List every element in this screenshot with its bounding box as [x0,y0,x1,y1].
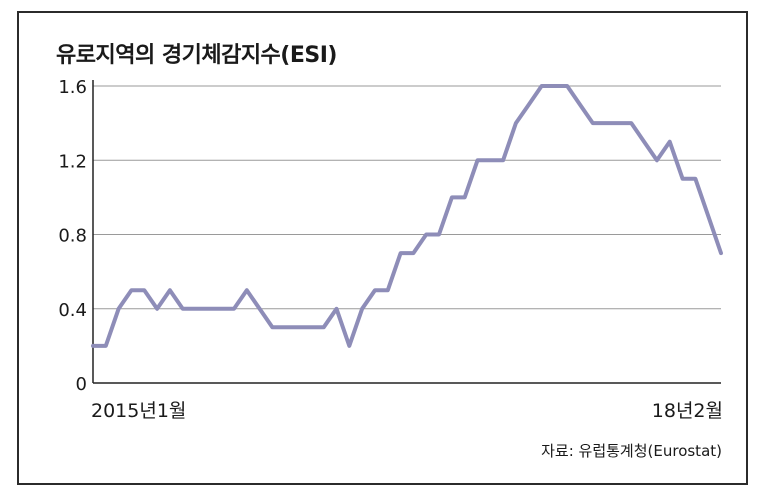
y-tick-label: 0 [76,374,87,395]
tick-labels: 0 0.4 0.8 1.2 1.6 2015년1월 18년2월 [58,77,723,422]
y-tick-label: 1.2 [58,151,87,172]
x-tick-label-start: 2015년1월 [91,400,186,422]
chart-title: 유로지역의 경기체감지수(ESI) [56,43,337,68]
grid-lines [93,85,721,310]
series-layer [91,84,723,348]
chart-frame [17,11,748,485]
y-tick-label: 1.6 [58,77,87,98]
source-note: 자료: 유럽통계청(Eurostat) [541,442,722,460]
y-tick-label: 0.8 [58,226,87,247]
series-line [91,84,723,348]
axes [92,80,721,384]
x-tick-label-end: 18년2월 [652,400,723,422]
y-tick-label: 0.4 [58,300,87,321]
